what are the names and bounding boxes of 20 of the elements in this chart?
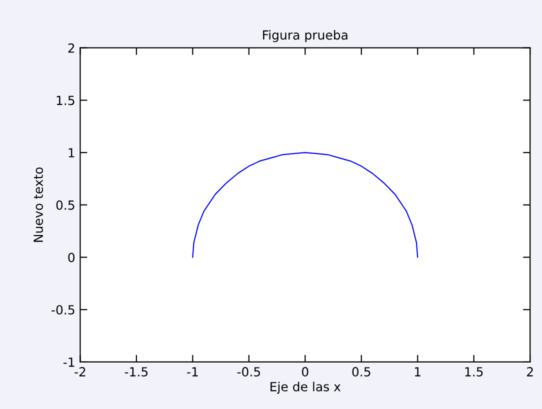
line-series: [192, 152, 418, 258]
x-tick-label: 1: [415, 367, 420, 376]
y-tick-label: 1.5: [56, 96, 74, 106]
y-tick-label: 0.5: [56, 200, 74, 210]
x-tick-label: 0.5: [352, 367, 370, 376]
x-tick-label: 1.5: [465, 367, 483, 376]
x-tick-label: -1.5: [124, 367, 148, 376]
x-tick-label: 2: [527, 367, 533, 376]
x-tick-label: -2: [74, 367, 86, 376]
x-axis-title: Eje de las x: [270, 382, 341, 394]
y-tick-label: -0.5: [52, 305, 74, 315]
x-tick-label: -0.5: [237, 367, 260, 376]
y-axis-title: Nuevo texto: [34, 167, 43, 242]
x-tick-label: -1: [187, 367, 198, 376]
y-tick-label: 1: [68, 148, 74, 158]
chart-title: Figura prueba: [263, 30, 348, 42]
y-tick-label: -1: [64, 358, 74, 367]
x-tick-label: 0: [302, 367, 308, 376]
y-tick-label: 2: [68, 43, 74, 53]
y-tick-label: 0: [68, 252, 75, 262]
